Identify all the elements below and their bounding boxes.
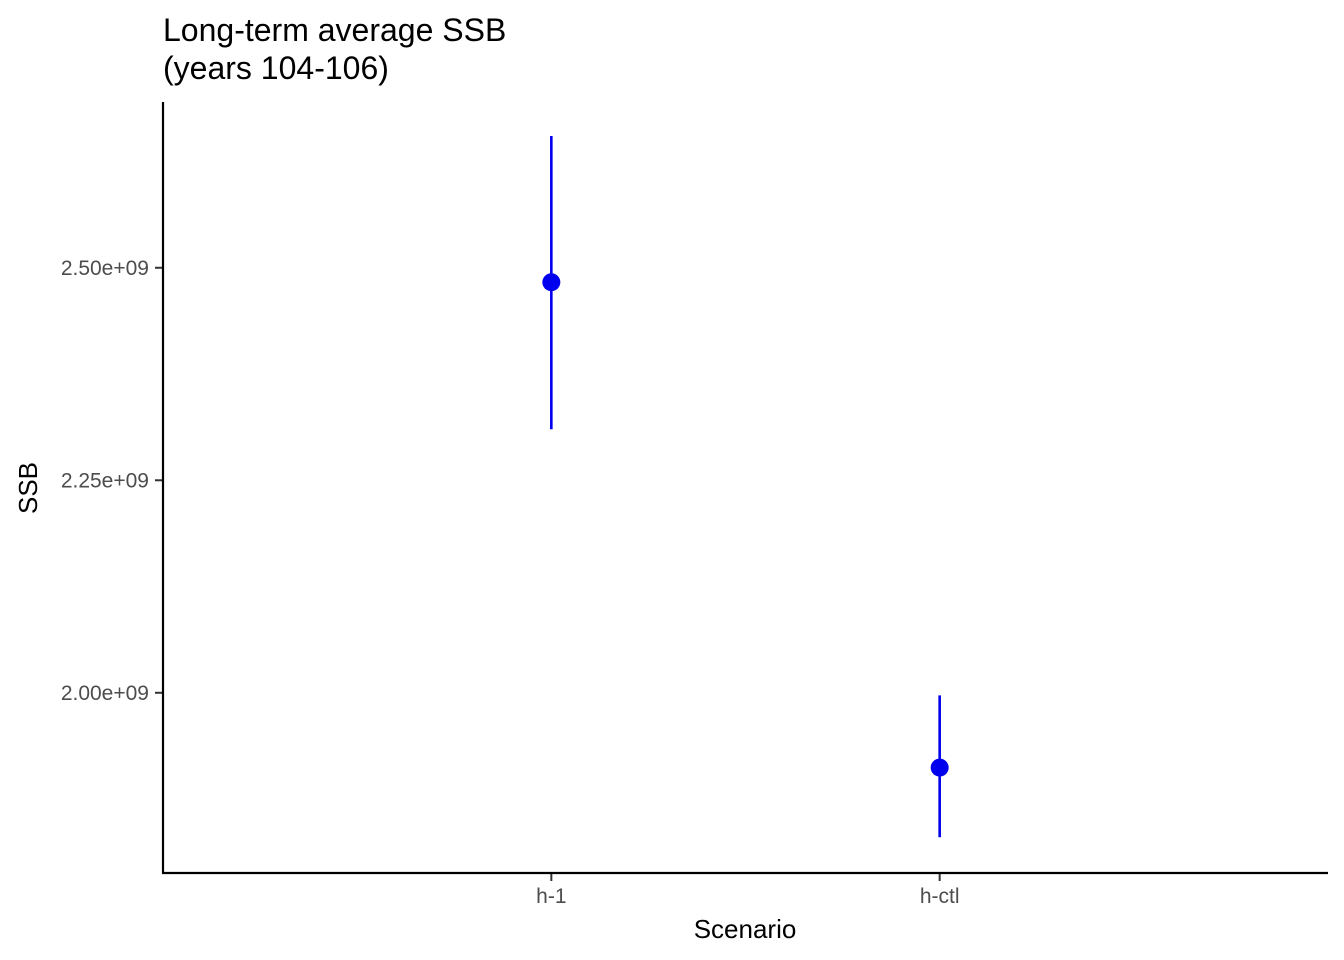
y-tick-label: 2.50e+09 [61, 257, 149, 280]
y-tick-label: 2.25e+09 [61, 469, 149, 492]
x-tick-label: h-1 [536, 885, 566, 908]
data-point [930, 758, 949, 777]
y-tick-label: 2.00e+09 [61, 682, 149, 705]
y-axis-title: SSB [13, 462, 43, 514]
chart-subtitle: (years 104-106) [163, 50, 389, 86]
plot-marks [542, 136, 949, 838]
y-axis: 2.00e+09 2.25e+09 2.50e+09 [61, 257, 163, 705]
x-axis: h-1 h-ctl [536, 873, 960, 908]
chart-title: Long-term average SSB [163, 12, 506, 48]
x-axis-title: Scenario [694, 914, 797, 944]
x-tick-label: h-ctl [920, 885, 960, 908]
data-point [542, 273, 561, 292]
